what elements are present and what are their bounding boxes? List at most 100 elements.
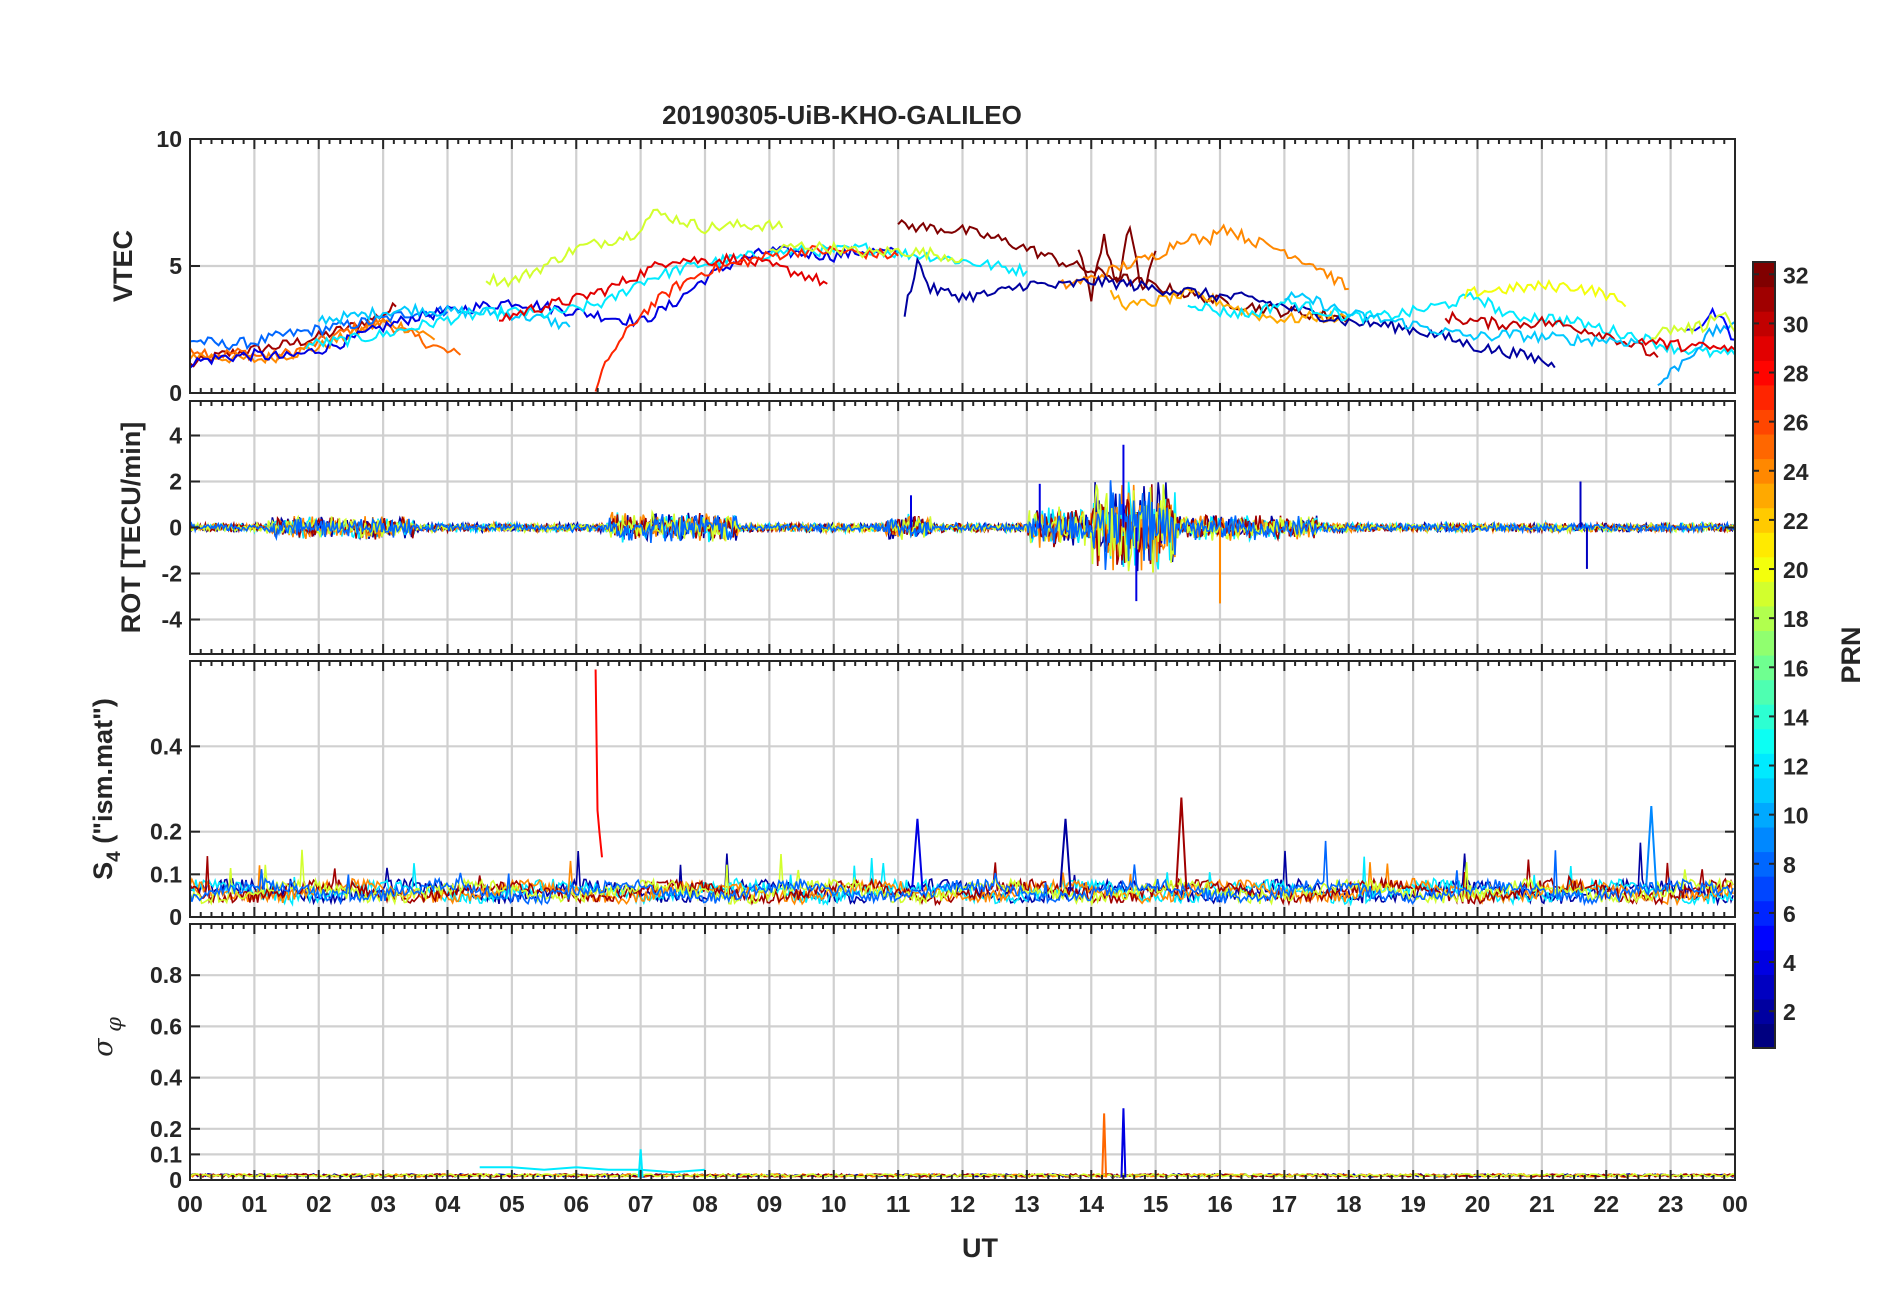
sigma-peak-prn-4 [1120,1108,1127,1178]
colorbar-segment [1753,483,1775,509]
y-tick-label: 2 [169,469,182,495]
rot-series [190,444,1735,604]
x-tick-label: 09 [757,1191,783,1217]
x-tick-label: 23 [1658,1191,1684,1217]
y-tick-label: 10 [156,126,182,152]
x-tick-label: 13 [1014,1191,1040,1217]
colorbar-segment [1753,409,1775,435]
colorbar-segment [1753,262,1775,288]
y-tick-label: 0.1 [150,861,182,887]
colorbar-box [1752,261,1776,1049]
vtec-line-prn-11 [317,302,571,331]
vtec-line-prn-10 [1657,321,1735,387]
panel-sigma: 00.10.2 0.4 0.6 0.8 σ φ [88,923,1736,1193]
vtec-series [190,208,1735,392]
vtec-line-prn-11 [1284,290,1639,348]
x-tick-label: 10 [821,1191,847,1217]
x-tick-label: 14 [1078,1191,1104,1217]
x-tick-label: 21 [1529,1191,1555,1217]
vtec-line-prn-27 [594,244,899,392]
colorbar-segment [1753,900,1775,926]
y-tick-label: 0 [169,515,182,541]
y-tick-label: 0.1 [150,1141,182,1167]
colorbar-tick-label: 6 [1783,901,1796,927]
vtec-line-prn-24 [190,319,436,365]
vtec-line-prn-8 [190,305,449,351]
rot-line-prn-8 [190,480,1735,570]
colorbar-segment [1753,507,1775,533]
y-tick-label: 0.6 [150,1013,182,1039]
vtec-line-prn-19 [1651,311,1735,340]
colorbar-segment [1753,311,1775,337]
x-tick-label: 06 [563,1191,589,1217]
x-tick-label: 15 [1143,1191,1169,1217]
sigma-peak-prn-12 [637,1149,644,1178]
vtec-line-prn-24 [1058,223,1349,291]
s4-peak-prn-28 [594,669,603,858]
x-tick-label: 07 [628,1191,654,1217]
colorbar-tick-label: 14 [1783,704,1809,730]
colorbar-segment [1753,802,1775,828]
x-tick-label: 11 [886,1191,911,1217]
x-tick-label: 01 [242,1191,268,1217]
colorbar-segment [1753,458,1775,484]
x-tick-label: 12 [950,1191,976,1217]
sigma-peak-prn-12 [479,1166,706,1174]
s4-peak-prn-2 [1059,818,1072,892]
s4-line-prn-8 [190,840,1734,907]
colorbar-segment [1753,360,1775,386]
colorbar-tick-label: 28 [1783,361,1809,387]
colorbar-segment [1753,704,1775,730]
y-tick-label: 0.8 [150,962,182,988]
y-tick-label: 0 [169,380,182,406]
colorbar-segment [1753,851,1775,877]
x-tick-label: 18 [1336,1191,1362,1217]
colorbar-tick-label: 30 [1783,311,1809,337]
colorbar-segment [1753,655,1775,681]
vtec-line-prn-32 [1077,224,1157,302]
sigma-peak-prn-25 [1101,1113,1108,1178]
colorbar-segment [1753,876,1775,902]
s4-line-prn-19 [190,849,1734,907]
x-tick-label: 17 [1272,1191,1298,1217]
colorbar-tick-label: 8 [1783,852,1796,878]
x-tick-label: 02 [306,1191,332,1217]
s4-series [190,669,1734,907]
x-tick-label: 03 [370,1191,396,1217]
colorbar-segment [1753,433,1775,460]
vtec-line-prn-19 [485,208,784,288]
y-axis-label-vtec: VTEC [108,230,138,302]
x-tick-label: 00 [177,1191,203,1217]
s4-peak-prn-31 [1175,797,1188,892]
colorbar-segment [1753,753,1775,779]
colorbar-segment [1753,384,1775,410]
colorbar-tick-label: 32 [1783,262,1809,288]
x-tick-label: 05 [499,1191,525,1217]
colorbar-segment [1753,335,1775,361]
colorbar-segment [1753,777,1775,803]
colorbar-segment [1753,630,1775,656]
s4-peak-prn-9 [1645,806,1658,892]
x-tick-label: 22 [1593,1191,1619,1217]
s4-peak-prn-4 [911,818,924,892]
colorbar-tick-label: 10 [1783,803,1809,829]
colorbar-segment [1753,679,1775,705]
colorbar-label: PRN [1836,626,1866,683]
panel-rot: -4 -2 0 2 4 ROT [TECU/min] [116,400,1736,655]
colorbar-tick-label: 20 [1783,557,1809,583]
y-tick-label: -2 [162,561,182,587]
colorbar-tick-label: 26 [1783,410,1809,436]
chart-title: 20190305-UiB-KHO-GALILEO [662,100,1022,130]
y-tick-label: 5 [169,253,182,279]
vtec-line-prn-12 [305,242,1028,350]
colorbar-segment [1753,728,1775,754]
x-tick-label: 16 [1207,1191,1233,1217]
y-tick-label: 0 [169,1167,182,1193]
colorbar-segment [1753,998,1775,1025]
x-tick-label: 08 [692,1191,718,1217]
colorbar-tick-label: 18 [1783,606,1809,632]
vtec-line-prn-5 [1683,306,1735,341]
y-tick-label: 4 [169,423,182,449]
